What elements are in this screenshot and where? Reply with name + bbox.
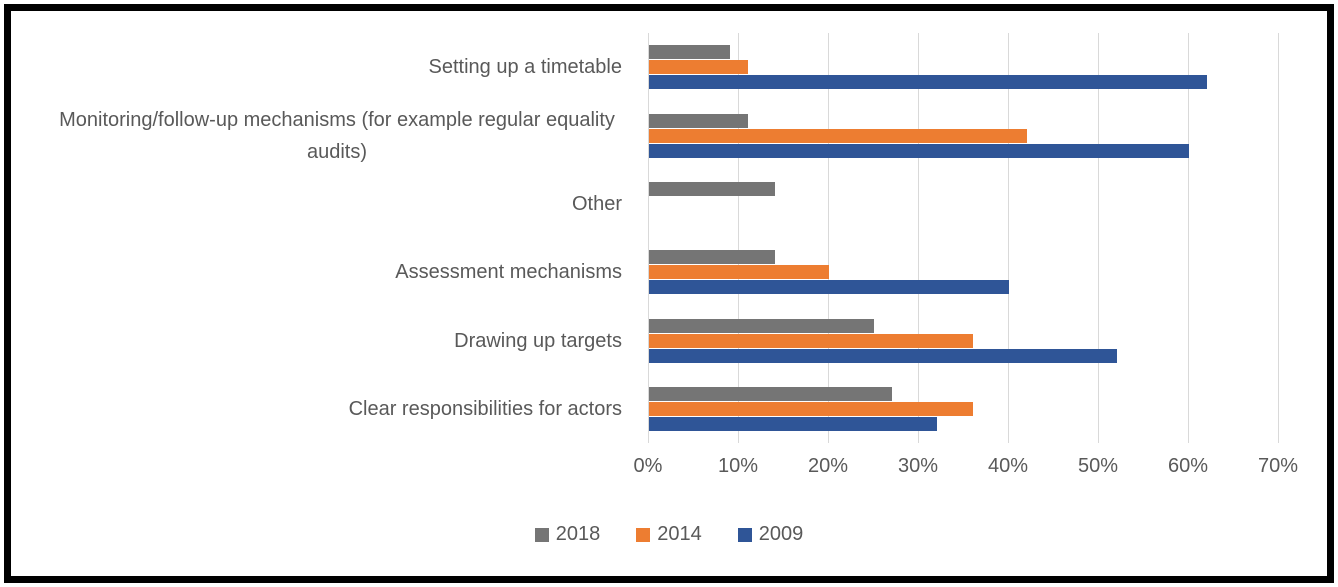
bar-2009	[649, 348, 1117, 363]
category-label: Other	[571, 192, 622, 215]
bar-2018	[649, 386, 892, 401]
x-axis-tick-label: 0%	[633, 455, 663, 477]
x-axis-tick-label: 50%	[1077, 455, 1119, 477]
bar-2014	[649, 265, 829, 280]
category-label: Monitoring/follow-up mechanisms (for exa…	[59, 108, 615, 163]
gridline	[1008, 33, 1009, 443]
bar-2018	[649, 113, 748, 128]
legend-label: 2014	[657, 523, 702, 545]
legend-item-2014: 2014	[636, 523, 702, 546]
x-axis-tick-label: 10%	[717, 455, 759, 477]
gridline	[1278, 33, 1279, 443]
bar-2018	[649, 318, 874, 333]
legend-item-2009: 2009	[737, 523, 804, 546]
legend-swatch-2014	[636, 527, 651, 542]
x-axis-tick-label: 70%	[1257, 455, 1299, 477]
bar-2014	[649, 60, 748, 75]
bar-2014	[649, 333, 973, 348]
gridline	[918, 33, 919, 443]
category-label: Setting up a timetable	[428, 56, 622, 79]
legend-label: 2018	[555, 523, 601, 545]
x-axis-tick-label: 30%	[897, 455, 939, 477]
category-label: Clear responsibilities for actors	[348, 397, 622, 420]
gridline	[738, 33, 739, 443]
category-label: Drawing up targets	[454, 329, 622, 352]
gridline	[1188, 33, 1189, 443]
bar-2014	[649, 401, 973, 416]
gridline	[1098, 33, 1099, 443]
bar-2018	[649, 181, 775, 196]
legend-swatch-2009	[737, 527, 752, 542]
x-axis-tick-label: 60%	[1167, 455, 1209, 477]
x-axis-tick-label: 20%	[807, 455, 849, 477]
category-label: Assessment mechanisms	[395, 261, 622, 284]
bar-2018	[649, 45, 730, 60]
bar-2009	[649, 143, 1189, 158]
bar-2009	[649, 416, 937, 431]
bar-2018	[649, 250, 775, 265]
gridline	[828, 33, 829, 443]
gridline	[648, 33, 649, 443]
bar-2009	[649, 75, 1207, 90]
legend-swatch-2018	[534, 527, 549, 542]
bar-2014	[649, 128, 1027, 143]
bar-2009	[649, 280, 1009, 295]
legend-item-2018: 2018	[534, 523, 601, 546]
x-axis-tick-label: 40%	[987, 455, 1029, 477]
legend: 2018 2014 2009	[0, 523, 1338, 546]
legend-label: 2009	[758, 523, 804, 545]
